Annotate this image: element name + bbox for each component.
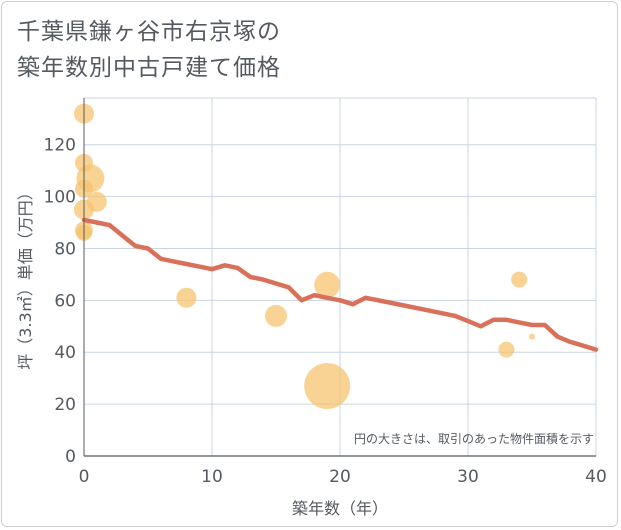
- y-tick-label: 80: [54, 239, 76, 259]
- y-axis-label: 坪（3.3㎡）単価（万円）: [16, 184, 35, 369]
- x-tick-label: 0: [79, 467, 90, 487]
- bubbles: [74, 103, 535, 409]
- chart-title-line-2: 築年数別中古戸建て価格: [17, 55, 281, 81]
- chart-title: 千葉県鎌ヶ谷市右京塚の 築年数別中古戸建て価格: [17, 14, 281, 86]
- y-tick-label: 120: [44, 136, 76, 156]
- trend-line: [81, 217, 599, 352]
- x-axis-label: 築年数（年）: [292, 499, 388, 518]
- x-tick-label: 20: [329, 467, 351, 487]
- bubble: [176, 287, 197, 308]
- x-tick-label: 30: [457, 467, 479, 487]
- y-tick-label: 0: [65, 447, 76, 467]
- bubble: [86, 191, 107, 212]
- x-tick-label: 10: [201, 467, 223, 487]
- chart-title-line-1: 千葉県鎌ヶ谷市右京塚の: [17, 19, 281, 45]
- bubble-size-note: 円の大きさは、取引のあった物件面積を示す: [354, 431, 594, 446]
- y-tick-label: 20: [54, 395, 76, 415]
- y-tick-label: 40: [54, 343, 76, 363]
- trend-line-group: [81, 217, 599, 352]
- x-tick-label: 40: [585, 467, 607, 487]
- bubble: [304, 362, 351, 409]
- bubble: [314, 271, 341, 298]
- y-tick-label: 100: [44, 188, 76, 208]
- y-tick-label: 60: [54, 291, 76, 311]
- bubble: [511, 271, 528, 288]
- bubble: [265, 304, 287, 327]
- axes: 0 20 40 60 80 100 120 0 10 20 30 40: [44, 98, 607, 487]
- bubble: [529, 333, 535, 340]
- bubble: [498, 341, 515, 358]
